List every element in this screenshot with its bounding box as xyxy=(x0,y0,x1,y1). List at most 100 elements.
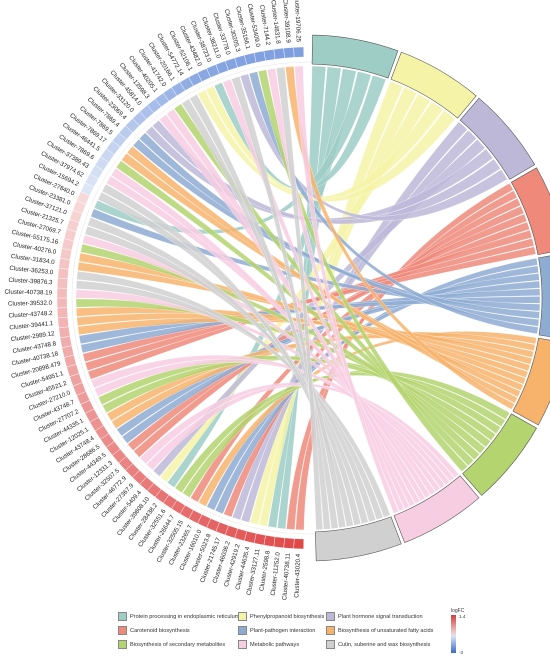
legend-swatch xyxy=(326,640,335,649)
scale-title: logFC xyxy=(451,608,465,614)
chord-ribbon xyxy=(110,168,426,502)
legend-item: Protein processing in endoplasmic reticu… xyxy=(118,612,239,621)
legend-label: Biosynthesis of unsaturated fatty acids xyxy=(338,627,434,634)
chord-ribbon xyxy=(98,355,496,441)
cluster-label: Cluster-31834.0 xyxy=(10,253,55,266)
legend-item: Cutin, suberine and wax biosynthesis xyxy=(326,640,430,649)
cluster-label: Cluster-43748.2 xyxy=(8,310,53,320)
chord-ribbon xyxy=(102,356,501,434)
pathway-sector xyxy=(393,475,480,543)
chord-ribbon xyxy=(294,65,399,514)
legend-item: Phenylpropanoid biosynthesis xyxy=(238,612,324,621)
chord-ribbon xyxy=(106,175,431,499)
legend-swatch xyxy=(326,626,335,635)
cluster-sector xyxy=(57,267,69,280)
cluster-sector xyxy=(253,50,266,63)
chord-ribbons xyxy=(75,65,541,531)
cluster-sector xyxy=(59,336,72,348)
scale-gradient-bar xyxy=(451,615,456,653)
legend-label: Carotenoid biosynthesis xyxy=(130,627,190,634)
pathway-sector xyxy=(538,255,550,338)
cluster-label: Cluster-19706.25 xyxy=(293,0,302,43)
cluster-label: Cluster-43020.4 xyxy=(293,553,302,598)
legend-item: Plant hormone signal transduction xyxy=(326,612,423,621)
cluster-label: Cluster-11252.0 xyxy=(270,551,282,596)
pathway-sector xyxy=(512,337,550,426)
chord-ribbon xyxy=(139,132,540,327)
cluster-label: Cluster-2598.8 xyxy=(258,550,271,592)
legend-item: Biosynthesis of secondary metabolites xyxy=(118,640,225,649)
chord-ribbon xyxy=(189,94,339,529)
cluster-sector xyxy=(57,316,69,329)
chord-ribbon xyxy=(76,271,384,520)
scale-max-label: 1.4 xyxy=(459,614,466,619)
legend-swatch xyxy=(238,612,247,621)
cluster-label: Cluster-39876.3 xyxy=(8,277,53,287)
chord-ribbon xyxy=(111,331,536,429)
pathway-sector xyxy=(510,167,550,255)
pathway-sector xyxy=(311,34,399,79)
cluster-sector xyxy=(56,307,68,319)
legend-swatch xyxy=(238,626,247,635)
cluster-sector xyxy=(273,536,285,549)
legend-label: Plant hormone signal transduction xyxy=(338,613,423,620)
cluster-label: Cluster-39108.9 xyxy=(281,0,291,44)
cluster-sector xyxy=(283,47,295,59)
chord-ribbon xyxy=(76,280,391,518)
chord-ribbon xyxy=(132,139,540,319)
chord-ribbon xyxy=(94,358,450,486)
cluster-sector xyxy=(56,277,68,289)
chord-ribbon xyxy=(97,191,362,526)
legend-swatch xyxy=(118,626,127,635)
legend-label: Phenylpropanoid biosynthesis xyxy=(250,613,325,620)
legend-swatch xyxy=(118,612,127,621)
cluster-label: Cluster-40738.11 xyxy=(281,552,292,600)
legend-item: Plant-pathogen interaction xyxy=(238,626,315,635)
scale-min-label: -3 xyxy=(459,650,464,655)
cluster-sector xyxy=(56,287,68,299)
chord-ribbon xyxy=(166,108,416,507)
cluster-label: Cluster-39441.1 xyxy=(9,320,54,331)
cluster-sector xyxy=(293,538,304,550)
chord-ribbon xyxy=(126,146,518,404)
chord-ribbon xyxy=(181,98,347,529)
cluster-label: Cluster-40738.19 xyxy=(5,289,53,297)
legend-label: Plant-pathogen interaction xyxy=(250,627,316,634)
legend-label: Cutin, suberine and wax biosynthesis xyxy=(338,641,431,648)
chord-diagram: Cluster-43020.4Cluster-40738.11Cluster-1… xyxy=(5,0,550,600)
legend-label: Protein processing in endoplasmic reticu… xyxy=(130,613,240,620)
pathway-sector xyxy=(390,51,477,119)
cluster-sector xyxy=(56,297,68,309)
legend-item: Metabolic pathways xyxy=(238,640,299,649)
chord-ribbon xyxy=(77,261,526,385)
chord-ribbon xyxy=(87,217,369,524)
chord-ribbon xyxy=(101,183,354,527)
legend-item: Biosynthesis of unsaturated fatty acids xyxy=(326,626,433,635)
cluster-label: Cluster-36253.0 xyxy=(9,265,54,276)
chord-ribbon xyxy=(231,76,331,530)
chord-ribbon xyxy=(90,355,446,489)
cluster-sector xyxy=(263,535,276,547)
cluster-sector xyxy=(273,47,285,60)
cluster-sector xyxy=(58,257,71,270)
chord-ribbon xyxy=(214,257,538,514)
cluster-sector xyxy=(293,46,304,58)
pathway-sector xyxy=(462,413,537,496)
cluster-label: Cluster-39532.0 xyxy=(8,300,53,308)
legend-swatch xyxy=(326,612,335,621)
cluster-sector xyxy=(283,537,295,549)
pathway-sector xyxy=(459,97,536,180)
logfc-color-scale: logFC 1.4 -3 xyxy=(443,608,473,658)
cluster-sector xyxy=(58,326,71,339)
chord-ribbon xyxy=(84,226,376,522)
pathway-sector xyxy=(315,516,402,562)
chord-ribbon xyxy=(276,67,324,531)
legend-label: Biosynthesis of secondary metabolites xyxy=(130,641,226,648)
legend-item: Carotenoid biosynthesis xyxy=(118,626,190,635)
legend-label: Metabolic pathways xyxy=(250,641,300,648)
legend-swatch xyxy=(238,640,247,649)
cluster-sector xyxy=(263,49,276,61)
sector-arcs xyxy=(56,34,550,562)
pathway-legend: Protein processing in endoplasmic reticu… xyxy=(118,612,433,656)
